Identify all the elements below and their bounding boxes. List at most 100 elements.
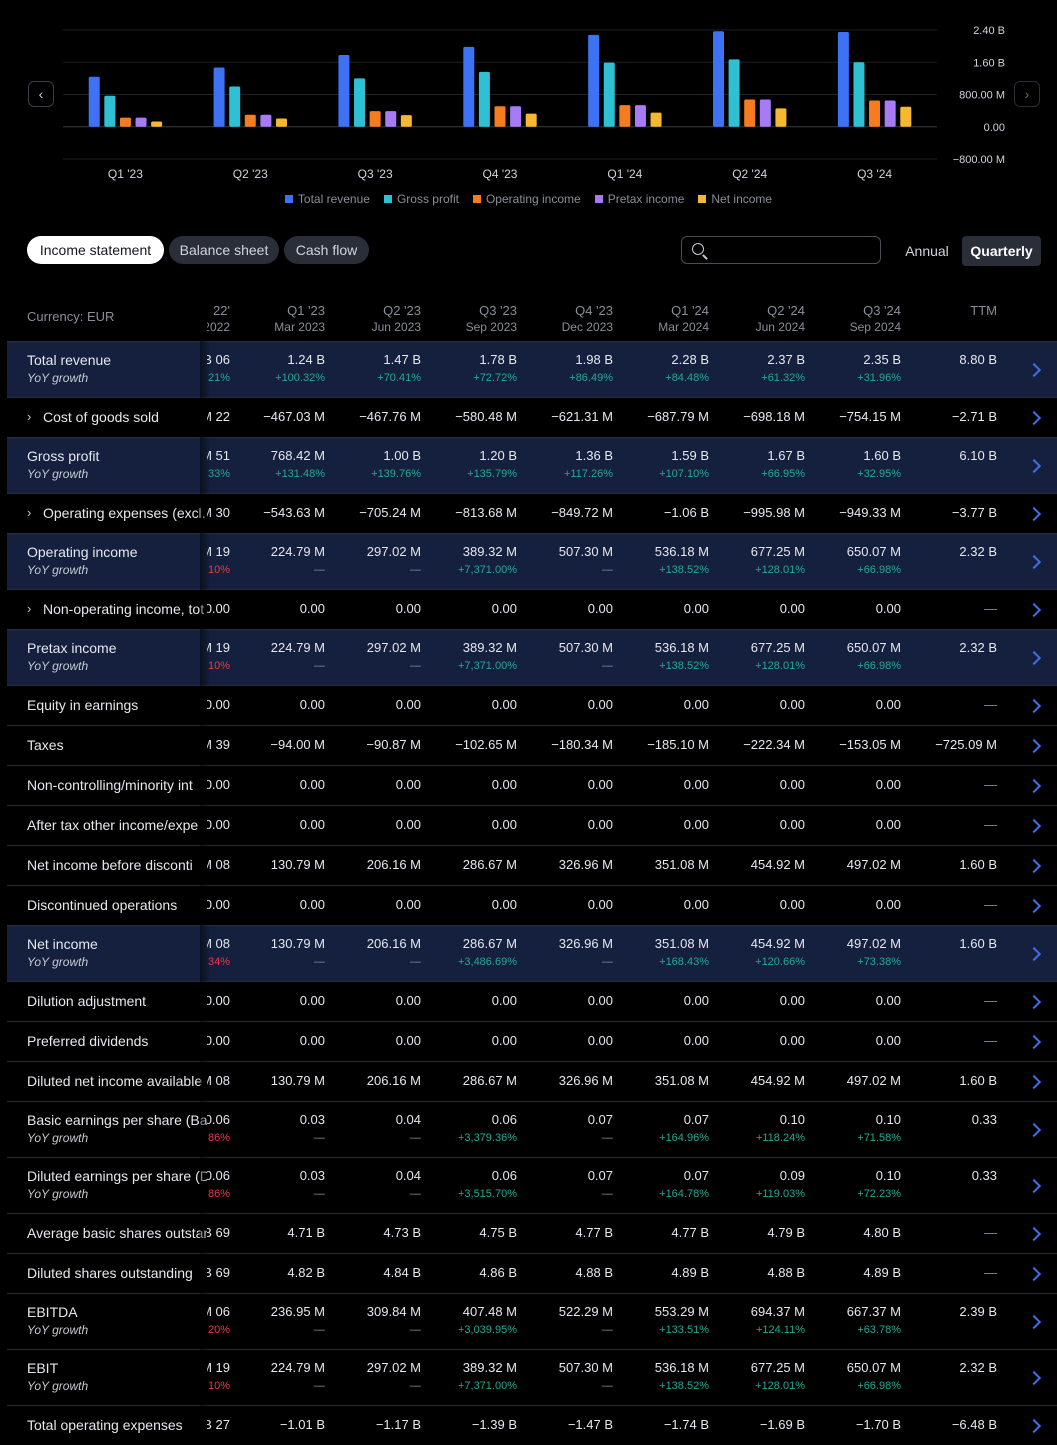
search-box[interactable] xyxy=(681,236,881,264)
tab-cash-flow[interactable]: Cash flow xyxy=(284,236,369,264)
chevron-right-icon[interactable] xyxy=(1026,458,1042,473)
bar-total-revenue[interactable] xyxy=(463,46,475,127)
table-row[interactable]: Diluted shares outstanding 69 B 4.82 B 4.84… xyxy=(7,1253,1057,1293)
chevron-right-icon[interactable] xyxy=(1026,554,1042,569)
table-row[interactable]: Operating income YoY growth 19 M 10% 224.79 … xyxy=(7,533,1057,589)
bar-operating-income[interactable] xyxy=(869,100,881,127)
chevron-right-icon[interactable] xyxy=(1026,1074,1042,1089)
table-row[interactable]: Diluted earnings per share (D YoY growth 0… xyxy=(7,1157,1057,1213)
table-row[interactable]: › Cost of goods sold 22 M −467.03 M −467.76 … xyxy=(7,397,1057,437)
chevron-right-icon[interactable] xyxy=(1026,994,1042,1009)
chevron-right-icon[interactable] xyxy=(1026,506,1042,521)
chevron-right-icon[interactable] xyxy=(1026,818,1042,833)
annual-toggle[interactable]: Annual xyxy=(905,243,949,259)
chevron-right-icon[interactable] xyxy=(1026,778,1042,793)
bar-pretax-income[interactable] xyxy=(884,100,896,127)
legend-item[interactable]: Gross profit xyxy=(383,192,459,206)
chevron-right-icon[interactable] xyxy=(1026,738,1042,753)
bar-pretax-income[interactable] xyxy=(759,99,771,127)
table-row[interactable]: Equity in earnings 0.00 0.00 0.00 0.00 0.00 0.… xyxy=(7,685,1057,725)
bar-pretax-income[interactable] xyxy=(510,106,522,127)
table-row[interactable]: EBITDA YoY growth 06 M 20% 236.95 M — 309.84 M… xyxy=(7,1293,1057,1349)
legend-item[interactable]: Pretax income xyxy=(594,192,684,206)
table-row[interactable]: After tax other income/expe 0.00 0.00 0.00 0… xyxy=(7,805,1057,845)
bar-operating-income[interactable] xyxy=(119,117,131,127)
bar-pretax-income[interactable] xyxy=(634,105,646,127)
table-row[interactable]: Net income YoY growth 08 M 34% 130.79 M — 206.… xyxy=(7,925,1057,981)
bar-total-revenue[interactable] xyxy=(588,34,600,127)
chevron-right-icon[interactable] xyxy=(1026,898,1042,913)
bar-gross-profit[interactable] xyxy=(229,86,241,127)
chevron-right-icon[interactable] xyxy=(1026,946,1042,961)
search-input[interactable] xyxy=(712,241,876,261)
legend-item[interactable]: Total revenue xyxy=(284,192,370,206)
chevron-right-icon[interactable] xyxy=(1026,1034,1042,1049)
chevron-right-icon[interactable] xyxy=(1026,1178,1042,1193)
quarterly-toggle[interactable]: Quarterly xyxy=(962,236,1041,266)
table-row[interactable]: Basic earnings per share (Ba YoY growth 0.… xyxy=(7,1101,1057,1157)
bar-net-income[interactable] xyxy=(400,115,412,127)
bar-total-revenue[interactable] xyxy=(713,31,725,127)
bar-pretax-income[interactable] xyxy=(135,117,147,127)
table-row[interactable]: Preferred dividends 0.00 0.00 0.00 0.00 0.00 0… xyxy=(7,1021,1057,1061)
bar-operating-income[interactable] xyxy=(369,111,381,127)
bar-net-income[interactable] xyxy=(275,118,287,127)
chevron-right-icon[interactable] xyxy=(1026,650,1042,665)
chevron-right-icon[interactable]: › xyxy=(27,409,32,424)
chevron-right-icon[interactable] xyxy=(1026,698,1042,713)
chevron-right-icon[interactable] xyxy=(1026,1226,1042,1241)
bar-gross-profit[interactable] xyxy=(853,62,865,127)
legend-item[interactable]: Net income xyxy=(698,192,772,206)
table-row[interactable]: › Non-operating income, tot 0.00 0.00 0.00 0.… xyxy=(7,589,1057,629)
bar-operating-income[interactable] xyxy=(244,114,256,127)
table-row[interactable]: Dilution adjustment 0.00 0.00 0.00 0.00 0.00 0… xyxy=(7,981,1057,1021)
bar-total-revenue[interactable] xyxy=(338,54,350,127)
bar-operating-income[interactable] xyxy=(494,106,506,127)
bar-gross-profit[interactable] xyxy=(354,78,366,127)
chevron-right-icon[interactable] xyxy=(1026,410,1042,425)
bar-operating-income[interactable] xyxy=(744,99,756,127)
table-row[interactable]: EBIT YoY growth 19 M 10% 224.79 M — 297.02 M — 3… xyxy=(7,1349,1057,1405)
table-row[interactable]: Total revenue YoY growth 06 B 21% 1.24 B +100… xyxy=(7,341,1057,397)
table-row[interactable]: Total operating expenses 27 B −1.01 B −1.17… xyxy=(7,1405,1057,1445)
bar-gross-profit[interactable] xyxy=(104,95,116,127)
tab-income-statement[interactable]: Income statement xyxy=(27,236,164,264)
chevron-right-icon[interactable]: › xyxy=(27,505,32,520)
chevron-right-icon[interactable] xyxy=(1026,602,1042,617)
bar-pretax-income[interactable] xyxy=(260,114,272,127)
bar-net-income[interactable] xyxy=(151,121,163,127)
bar-net-income[interactable] xyxy=(650,112,662,127)
legend-item[interactable]: Operating income xyxy=(472,192,581,206)
bar-net-income[interactable] xyxy=(900,106,912,127)
table-row[interactable]: Discontinued operations 0.00 0.00 0.00 0.00 0… xyxy=(7,885,1057,925)
chevron-right-icon[interactable]: › xyxy=(27,601,32,616)
bar-total-revenue[interactable] xyxy=(213,67,225,127)
table-row[interactable]: Taxes 39 M −94.00 M −90.87 M −102.65 M −180.3… xyxy=(7,725,1057,765)
bar-operating-income[interactable] xyxy=(619,105,631,127)
table-row[interactable]: Average basic shares outstan 69 B 4.71 B 4.… xyxy=(7,1213,1057,1253)
chart-next-button[interactable]: › xyxy=(1014,81,1040,107)
chevron-right-icon[interactable] xyxy=(1026,1418,1042,1433)
table-row[interactable]: Diluted net income available 08 M 130.79 M… xyxy=(7,1061,1057,1101)
table-row[interactable]: › Operating expenses (excl.30 M −543.63 M −… xyxy=(7,493,1057,533)
bar-net-income[interactable] xyxy=(775,108,787,127)
bar-total-revenue[interactable] xyxy=(88,76,100,127)
table-row[interactable]: Pretax income YoY growth 19 M 10% 224.79 M — 2… xyxy=(7,629,1057,685)
chevron-right-icon[interactable] xyxy=(1026,1370,1042,1385)
table-row[interactable]: Non-controlling/minority int 0.00 0.00 0.00… xyxy=(7,765,1057,805)
bar-gross-profit[interactable] xyxy=(728,59,740,127)
chevron-right-icon[interactable] xyxy=(1026,1122,1042,1137)
table-row[interactable]: Net income before disconti 08 M 130.79 M 20… xyxy=(7,845,1057,885)
chart-prev-button[interactable]: ‹ xyxy=(28,81,54,107)
chevron-right-icon[interactable] xyxy=(1026,362,1042,377)
bar-gross-profit[interactable] xyxy=(603,62,615,127)
bar-total-revenue[interactable] xyxy=(837,32,849,127)
tab-balance-sheet[interactable]: Balance sheet xyxy=(169,236,279,264)
bar-gross-profit[interactable] xyxy=(478,71,490,127)
chevron-right-icon[interactable] xyxy=(1026,858,1042,873)
bar-net-income[interactable] xyxy=(525,113,537,127)
table-row[interactable]: Gross profit YoY growth 51 M 33% 768.42 M +13… xyxy=(7,437,1057,493)
chevron-right-icon[interactable] xyxy=(1026,1314,1042,1329)
bar-pretax-income[interactable] xyxy=(385,111,397,127)
chevron-right-icon[interactable] xyxy=(1026,1266,1042,1281)
